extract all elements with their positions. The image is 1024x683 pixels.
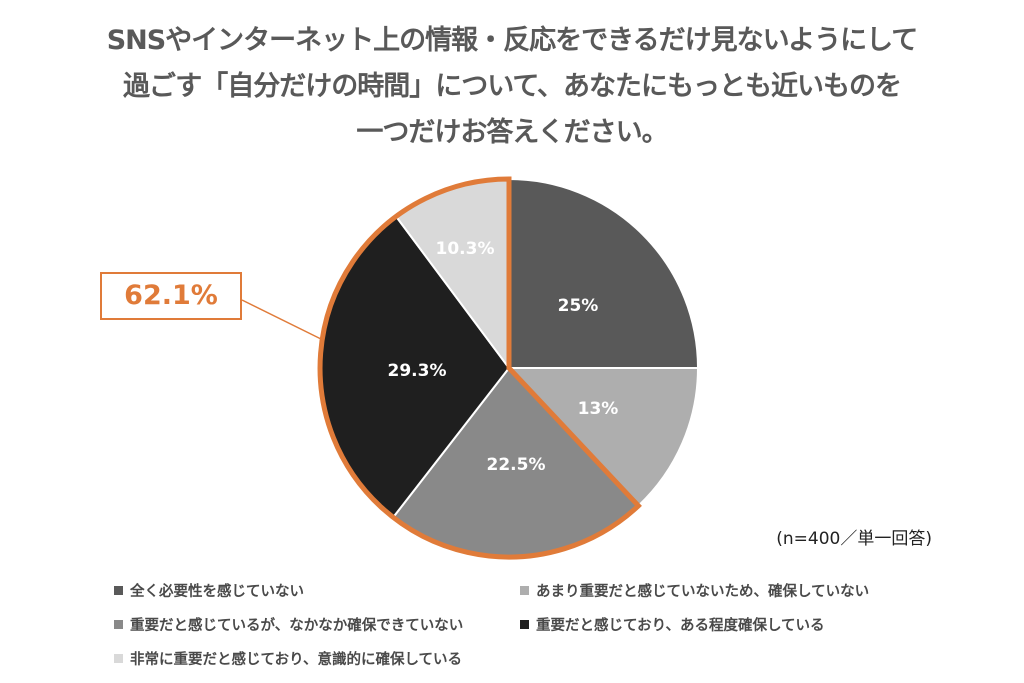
slice-label-13: 13% — [578, 399, 619, 419]
legend-swatch — [114, 586, 123, 595]
legend-swatch — [520, 586, 529, 595]
slice-not-important — [506, 367, 700, 508]
legend-label: 全く必要性を感じていない — [130, 584, 304, 600]
legend-swatch — [114, 620, 123, 629]
chart-title: SNSやインターネット上の情報・反応をできるだけ見ないようにして 過ごす「自分だ… — [0, 18, 1024, 156]
legend-swatch — [114, 654, 123, 663]
sample-size-note: (n=400／単一回答) — [776, 529, 932, 549]
legend-label: 重要だと感じているが、なかなか確保できていない — [130, 618, 464, 634]
legend-label: 非常に重要だと感じており、意識的に確保している — [130, 652, 463, 668]
callout-leader-line — [241, 299, 324, 341]
title-line-1: SNSやインターネット上の情報・反応をできるだけ見ないようにして — [106, 25, 919, 56]
legend-item-not-necessary: 全く必要性を感じていない — [114, 580, 304, 601]
slice-label-29-3: 29.3% — [388, 361, 447, 381]
title-line-3: 一つだけお答えください。 — [356, 117, 668, 148]
legend-item-important-not-secured: 重要だと感じているが、なかなか確保できていない — [114, 614, 463, 635]
title-line-2: 過ごす「自分だけの時間」について、あなたにもっとも近いものを — [122, 71, 902, 102]
legend-label: 重要だと感じており、ある程度確保している — [536, 618, 825, 634]
legend-item-very-important-secured: 非常に重要だと感じており、意識的に確保している — [114, 648, 462, 669]
legend-item-not-important: あまり重要だと感じていないため、確保していない — [520, 580, 869, 601]
legend-swatch — [520, 620, 529, 629]
slice-label-25: 25% — [558, 296, 599, 316]
legend-item-important-somewhat-secured: 重要だと感じており、ある程度確保している — [520, 614, 825, 635]
highlight-callout: 62.1% — [100, 272, 242, 320]
legend-label: あまり重要だと感じていないため、確保していない — [536, 584, 870, 600]
slice-not-necessary — [508, 177, 700, 369]
highlight-outline — [317, 176, 642, 560]
slice-label-10-3: 10.3% — [436, 239, 495, 259]
slice-label-22-5: 22.5% — [487, 455, 546, 475]
